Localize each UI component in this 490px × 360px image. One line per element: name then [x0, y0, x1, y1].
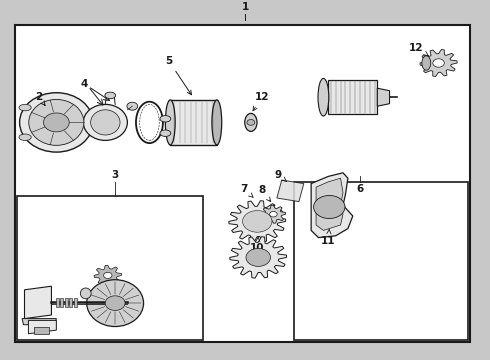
Circle shape: [270, 211, 277, 217]
Circle shape: [103, 272, 112, 279]
Ellipse shape: [19, 134, 31, 140]
Polygon shape: [311, 173, 353, 238]
Polygon shape: [22, 319, 56, 325]
Ellipse shape: [91, 110, 120, 135]
Polygon shape: [94, 265, 122, 285]
Ellipse shape: [105, 92, 116, 99]
Text: 4: 4: [80, 79, 88, 89]
Bar: [74, 298, 77, 307]
Ellipse shape: [83, 104, 127, 140]
Text: 1: 1: [242, 1, 248, 12]
Text: 12: 12: [409, 42, 429, 56]
Circle shape: [433, 59, 444, 67]
Polygon shape: [28, 320, 56, 334]
Polygon shape: [277, 180, 304, 202]
Bar: [60, 298, 63, 307]
Polygon shape: [24, 286, 51, 319]
Bar: [34, 327, 49, 334]
Text: 8: 8: [258, 185, 270, 202]
Polygon shape: [377, 88, 390, 106]
Polygon shape: [230, 237, 287, 278]
Circle shape: [314, 195, 345, 219]
Circle shape: [105, 296, 125, 310]
Ellipse shape: [318, 78, 329, 116]
Polygon shape: [314, 195, 345, 219]
Text: 11: 11: [321, 230, 336, 246]
Circle shape: [249, 251, 268, 264]
Text: 5: 5: [166, 56, 192, 95]
Ellipse shape: [422, 56, 431, 70]
Ellipse shape: [160, 116, 171, 122]
Ellipse shape: [19, 104, 31, 111]
Ellipse shape: [212, 100, 221, 145]
Ellipse shape: [245, 113, 257, 131]
Circle shape: [324, 203, 334, 211]
Ellipse shape: [20, 93, 93, 152]
Text: 9: 9: [274, 170, 287, 181]
Ellipse shape: [160, 130, 171, 136]
Bar: [294, 182, 468, 340]
Text: 2: 2: [36, 92, 45, 105]
Ellipse shape: [29, 99, 84, 145]
Bar: [171, 100, 217, 145]
Polygon shape: [420, 49, 457, 77]
Text: 10: 10: [250, 237, 265, 253]
Ellipse shape: [87, 280, 144, 327]
Polygon shape: [316, 178, 343, 230]
Circle shape: [247, 120, 255, 125]
Ellipse shape: [80, 288, 91, 299]
Ellipse shape: [127, 102, 138, 110]
Polygon shape: [261, 205, 286, 223]
Bar: [65, 298, 68, 307]
Circle shape: [248, 215, 267, 228]
Ellipse shape: [243, 211, 272, 232]
Text: 12: 12: [253, 92, 270, 111]
Text: 7: 7: [240, 184, 253, 197]
Bar: [17, 196, 203, 340]
Text: 3: 3: [112, 170, 119, 180]
Text: 6: 6: [357, 184, 364, 194]
Bar: [56, 298, 59, 307]
Bar: [70, 298, 73, 307]
Bar: [15, 25, 470, 342]
Polygon shape: [229, 201, 286, 242]
Circle shape: [246, 248, 270, 266]
Circle shape: [44, 113, 69, 132]
Ellipse shape: [165, 100, 175, 145]
Bar: [328, 80, 377, 114]
